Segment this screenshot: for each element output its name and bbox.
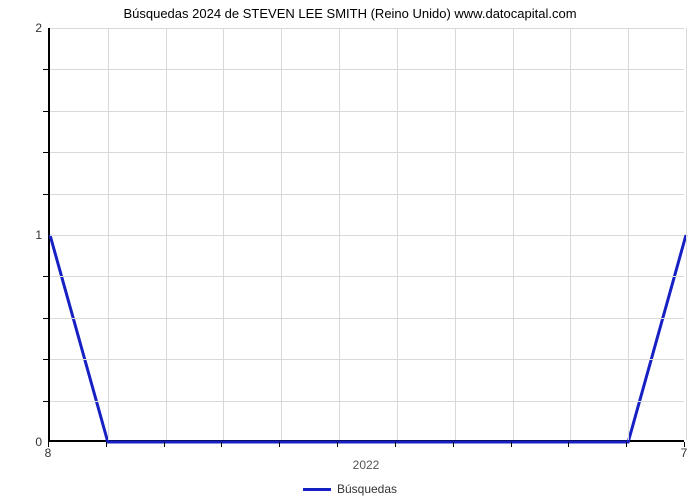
grid-v: [223, 28, 224, 440]
grid-v: [455, 28, 456, 440]
grid-h-minor: [50, 318, 684, 319]
xtick-mark: [511, 442, 512, 447]
grid-h-minor: [50, 194, 684, 195]
grid-h-minor: [50, 152, 684, 153]
grid-h: [50, 235, 684, 236]
ytick-mark: [43, 194, 48, 195]
grid-h-minor: [50, 401, 684, 402]
chart-container: Búsquedas 2024 de STEVEN LEE SMITH (Rein…: [0, 0, 700, 500]
ytick-mark: [43, 359, 48, 360]
ytick-label: 1: [12, 228, 42, 242]
ytick-label: 2: [12, 21, 42, 35]
xtick-mark: [395, 442, 396, 447]
xtick-label-left: 8: [45, 446, 52, 460]
ytick-mark: [43, 318, 48, 319]
series-polyline: [50, 235, 686, 442]
grid-h-minor: [50, 111, 684, 112]
legend-label: Búsquedas: [337, 482, 397, 496]
grid-v: [397, 28, 398, 440]
xtick-mark: [164, 442, 165, 447]
grid-v: [108, 28, 109, 440]
ytick-mark: [43, 401, 48, 402]
xtick-mark: [626, 442, 627, 447]
grid-h-minor: [50, 276, 684, 277]
grid-v: [339, 28, 340, 440]
grid-v: [628, 28, 629, 440]
chart-title: Búsquedas 2024 de STEVEN LEE SMITH (Rein…: [0, 6, 700, 21]
grid-v: [570, 28, 571, 440]
grid-h: [50, 28, 684, 29]
ytick-label: 0: [12, 435, 42, 449]
xtick-label-right: 7: [681, 446, 688, 460]
legend: Búsquedas: [303, 482, 397, 496]
xtick-mark: [453, 442, 454, 447]
xtick-mark: [106, 442, 107, 447]
plot-area: [48, 28, 684, 442]
xaxis-center-label: 2022: [353, 458, 380, 472]
legend-swatch: [303, 488, 331, 491]
ytick-mark: [43, 152, 48, 153]
ytick-mark: [43, 276, 48, 277]
xtick-mark: [568, 442, 569, 447]
xtick-mark: [221, 442, 222, 447]
ytick-mark: [43, 111, 48, 112]
grid-h-minor: [50, 69, 684, 70]
grid-v: [513, 28, 514, 440]
grid-h-minor: [50, 359, 684, 360]
xtick-mark: [337, 442, 338, 447]
grid-v: [281, 28, 282, 440]
xtick-mark: [279, 442, 280, 447]
grid-v: [686, 28, 687, 440]
ytick-mark: [43, 69, 48, 70]
grid-v: [166, 28, 167, 440]
